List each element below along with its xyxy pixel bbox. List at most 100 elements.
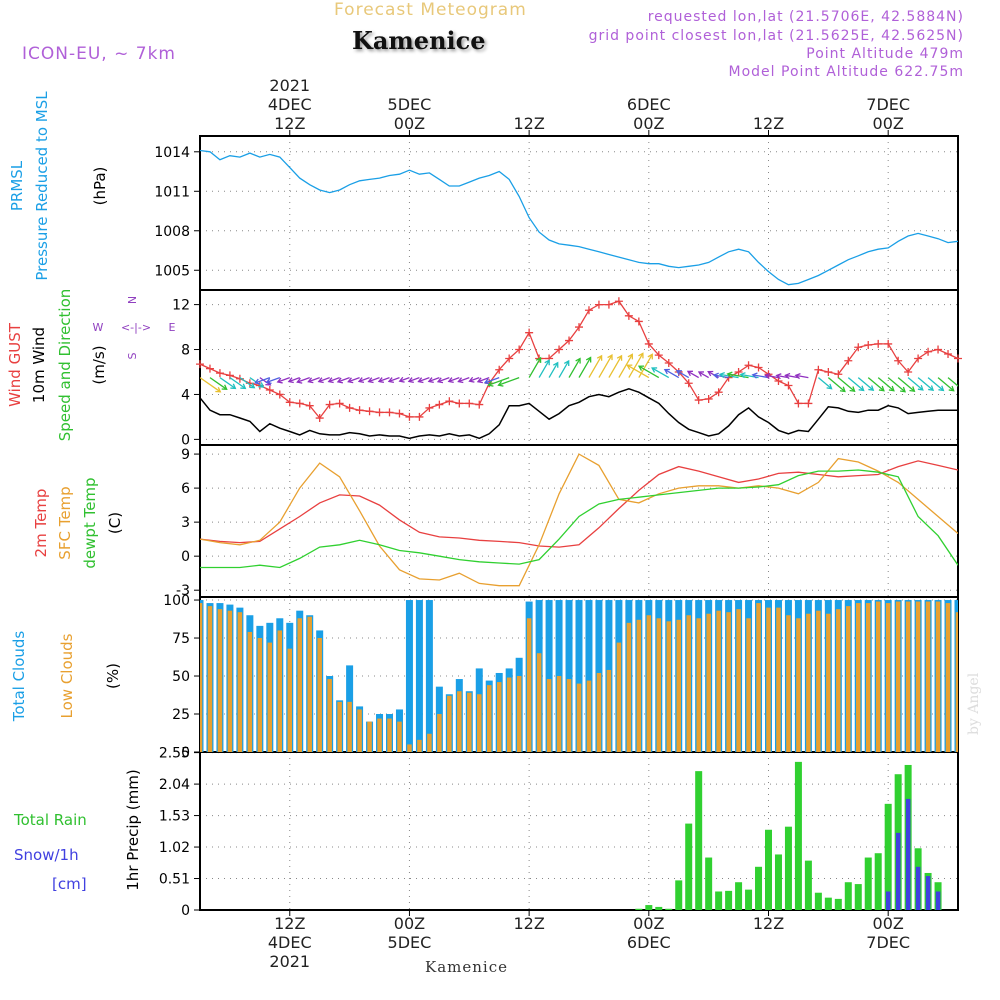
gust-marker <box>435 400 444 409</box>
wind-arrow-head <box>215 387 222 393</box>
gust-marker <box>495 365 504 374</box>
wind-arrow-head <box>258 382 265 388</box>
y-tick-label: 3 <box>181 515 190 531</box>
wind-arrow-head <box>637 365 645 371</box>
wind-arrow <box>776 374 789 379</box>
bar-low-clouds <box>257 638 263 752</box>
footer-station-name: Kamenice <box>425 958 508 976</box>
wind-arrow-head <box>909 386 916 393</box>
bar-low-clouds <box>726 612 731 752</box>
bar-low-clouds <box>277 630 283 752</box>
y-tick-label: 75 <box>172 631 190 647</box>
wind-arrow <box>437 376 450 383</box>
bar-low-clouds <box>437 714 442 752</box>
bar-low-clouds <box>200 603 203 752</box>
y-tick-label: 2.55 <box>159 746 190 762</box>
precip-axis-label: 1hr Precip (mm) <box>124 769 142 890</box>
top-time-label: 2021 <box>269 76 310 95</box>
bar-low-clouds <box>327 679 332 752</box>
wind-arrow-head <box>607 353 613 361</box>
bottom-time-label: 4DEC <box>268 933 312 952</box>
gust-marker <box>664 359 673 368</box>
wind-arrow-head <box>707 370 714 377</box>
series-line-dewpt-temp <box>200 469 958 569</box>
gust-marker <box>355 406 364 415</box>
bar-low-clouds <box>676 619 681 752</box>
wind-arrow-head <box>585 356 592 363</box>
chart-title: Forecast Meteogram <box>334 0 527 20</box>
wind-arrow-head <box>878 385 885 392</box>
wind-arrow <box>558 360 570 378</box>
y-tick-label: 1.02 <box>159 840 190 856</box>
gust-marker <box>884 339 893 348</box>
wind-arrow-head <box>287 377 294 384</box>
bar-snow-1h <box>915 866 921 910</box>
bar-total-rain <box>884 803 892 910</box>
bar-total-clouds <box>405 600 413 752</box>
y-tick-label: 1011 <box>154 184 190 200</box>
wind-arrow <box>219 377 236 389</box>
bar-low-clouds <box>486 685 492 752</box>
gust-marker <box>854 343 863 352</box>
wind-arrow <box>727 373 749 379</box>
bar-low-clouds <box>407 744 412 752</box>
series-line-sfc-temp <box>200 453 958 587</box>
gust-marker <box>275 390 284 399</box>
bar-low-clouds <box>846 606 851 752</box>
wind-arrow <box>957 377 958 379</box>
bar-low-clouds <box>806 613 811 752</box>
bottom-time-label: 2021 <box>269 952 310 971</box>
wind-arrow-head <box>535 356 542 363</box>
gust-marker <box>465 399 474 408</box>
panel-pressure: 1005 1008 1011 1014 <box>154 135 959 291</box>
bar-low-clouds <box>696 618 701 752</box>
wind-arrow <box>598 354 613 378</box>
wind-arrow-head <box>497 380 504 387</box>
bar-low-clouds <box>457 691 462 752</box>
wind-arrow <box>458 376 470 383</box>
bar-low-clouds <box>387 718 392 752</box>
wind-arrow-head <box>849 386 856 393</box>
bar-total-rain <box>804 860 812 910</box>
wind-arrow-head <box>928 385 935 392</box>
panel-temp: -3 0 3 6 9 <box>176 444 959 599</box>
wind-arrow <box>266 376 281 384</box>
y-tick-label: 1.53 <box>159 809 190 825</box>
gust-marker <box>694 396 703 405</box>
bar-total-clouds <box>575 600 583 752</box>
y-tick-label: 6 <box>181 481 190 497</box>
bottom-time-label: 6DEC <box>627 933 671 952</box>
gust-marker <box>684 379 693 388</box>
wind-arrow-head <box>794 372 801 380</box>
wind-arrow-head <box>764 372 771 380</box>
wind-arrow-head <box>647 353 653 360</box>
gust-marker <box>934 345 943 354</box>
y-tick-label: 0 <box>181 432 190 448</box>
top-time-label: 6DEC <box>627 95 671 114</box>
wind-arrow <box>358 376 370 383</box>
wind-arrow-head <box>347 377 354 384</box>
bar-low-clouds <box>596 672 602 752</box>
gust-marker <box>604 300 613 309</box>
y-tick-label: 50 <box>172 669 190 685</box>
bar-total-rain <box>854 884 862 910</box>
gust-marker <box>425 403 434 412</box>
panel-frame <box>199 289 959 446</box>
bar-low-clouds <box>347 701 352 752</box>
wind-arrow-head <box>436 377 444 384</box>
bar-total-rain <box>874 853 882 910</box>
bar-low-clouds <box>836 609 841 752</box>
wind-arrow <box>428 376 440 383</box>
precip-legend-rain: Total Rain <box>13 811 87 829</box>
bar-low-clouds <box>337 701 342 752</box>
wind-arrow <box>927 377 944 391</box>
y-tick-label: 100 <box>163 593 190 609</box>
bar-total-clouds <box>425 600 433 752</box>
gust-marker <box>644 339 653 348</box>
gust-marker <box>944 350 953 359</box>
bar-low-clouds <box>267 642 273 752</box>
gust-marker <box>315 414 324 423</box>
wind-arrow-head <box>596 354 603 361</box>
gust-marker <box>654 351 663 360</box>
